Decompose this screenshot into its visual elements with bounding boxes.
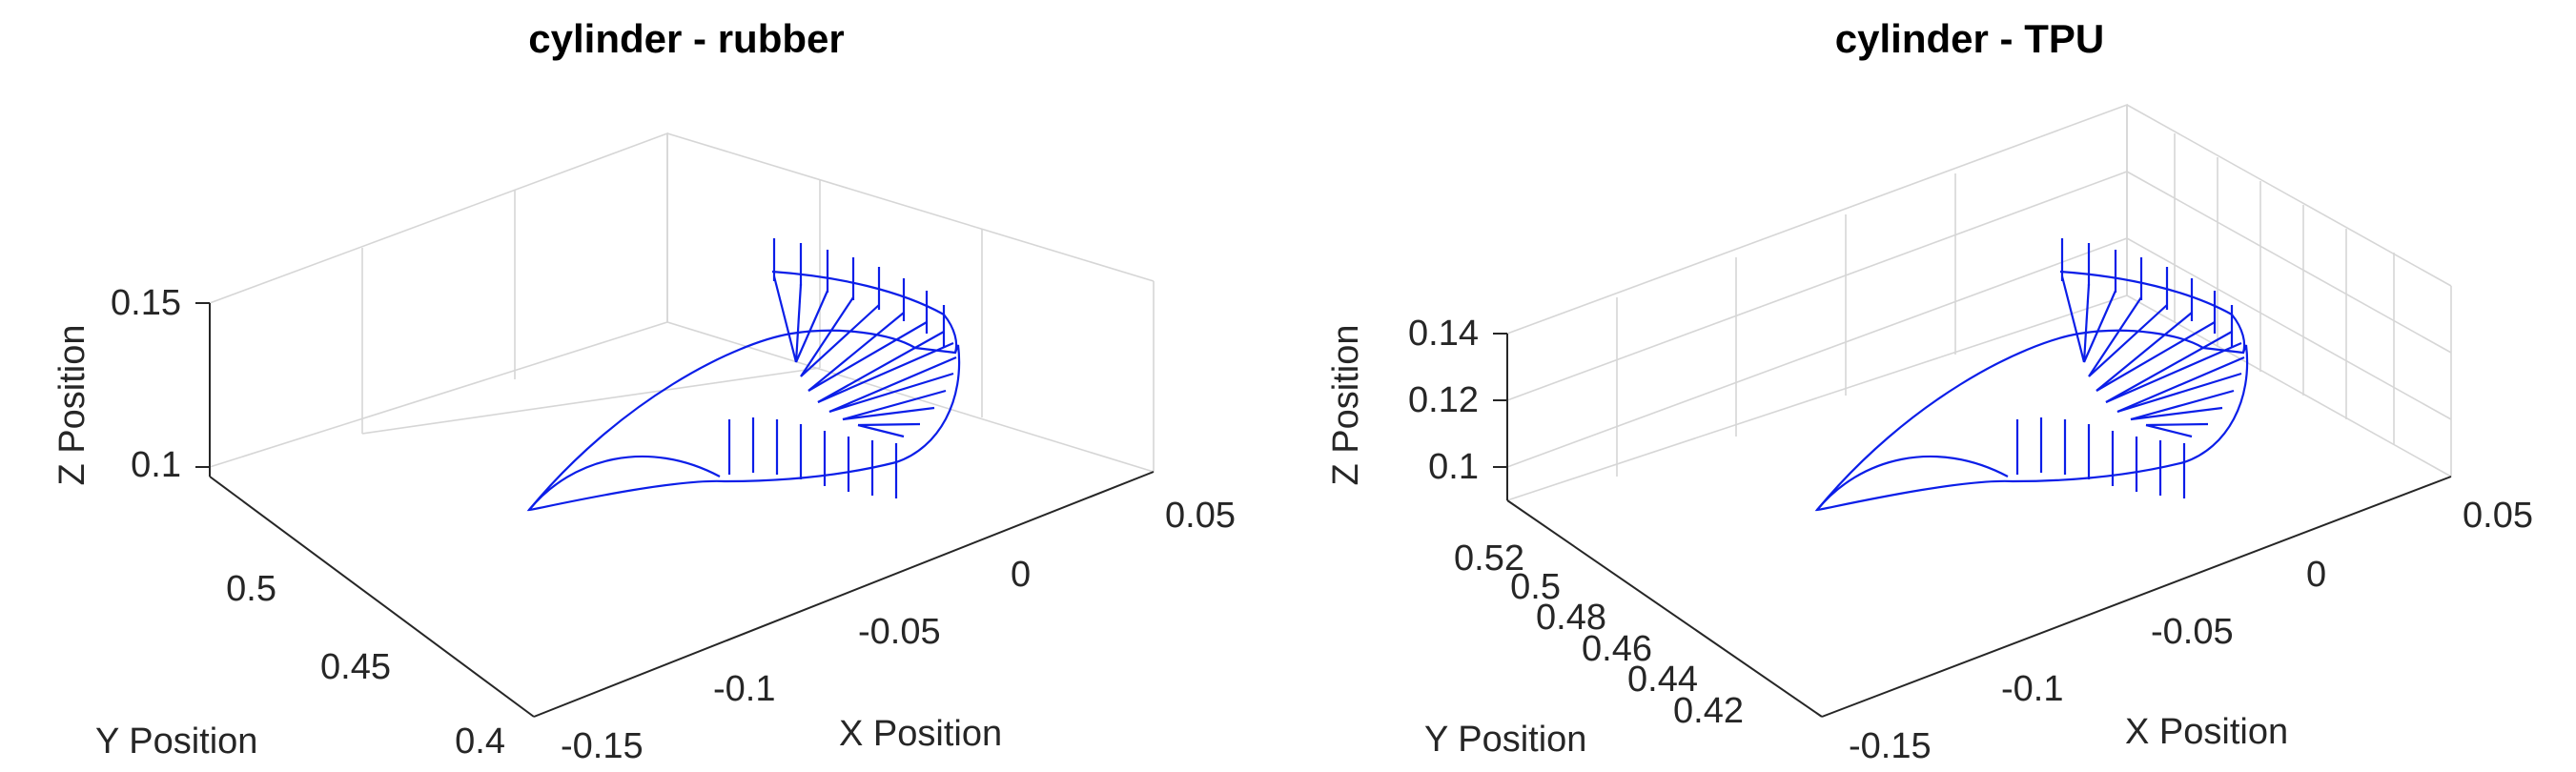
trace-radial-strand — [2096, 321, 2216, 392]
trace-radial-strand — [2082, 290, 2117, 363]
trace-radial-strand — [817, 331, 945, 403]
axes — [1506, 334, 2452, 718]
x-axis-label: X Position — [2125, 712, 2288, 752]
chart-title: cylinder - rubber — [528, 16, 844, 61]
trace-radial-strand — [794, 290, 829, 363]
trace-radial-strand — [2096, 312, 2193, 392]
x-tick-label: 0 — [1011, 555, 1031, 595]
plot-cylinder-tpu: 0.14 0.12 0.1 0.52 0.5 0.48 0.46 0.44 0.… — [1326, 16, 2533, 766]
z-ticks: 0.14 0.12 0.1 — [1408, 314, 1507, 487]
trace-radial-strand — [2130, 389, 2235, 421]
y-axis-label: Y Position — [95, 721, 257, 762]
trace-radial-strand — [794, 283, 803, 363]
trace-radial-strand — [828, 372, 954, 414]
trace-radial-strand — [2145, 423, 2193, 438]
plot-cylinder-rubber: 0.15 0.1 0.5 0.45 0.4 -0.15 -0.1 -0.05 0… — [52, 16, 1236, 766]
trace-radial-strand — [808, 321, 928, 392]
x-ticks: -0.15 -0.1 -0.05 0 0.05 — [561, 496, 1236, 766]
trace-radial-strand — [2116, 372, 2242, 414]
trace-radial-strand — [842, 389, 947, 421]
z-tick-label: 0.12 — [1408, 380, 1479, 420]
trace-radial-strand — [857, 422, 921, 427]
trace-outline — [1814, 329, 2249, 512]
data-trace — [526, 238, 961, 512]
trace-radial-strand — [817, 341, 954, 404]
y-tick-label: 0.52 — [1454, 538, 1524, 579]
z-axis-label: Z Position — [52, 325, 92, 486]
x-tick-label: -0.05 — [858, 612, 941, 652]
data-trace — [1814, 238, 2249, 512]
y-tick-label: 0.5 — [1510, 567, 1561, 607]
y-axis-label: Y Position — [1424, 720, 1586, 760]
x-tick-label: -0.1 — [713, 669, 775, 709]
y-ticks: 0.5 0.45 0.4 — [226, 569, 505, 762]
y-tick-label: 0.4 — [455, 721, 505, 762]
z-tick-label: 0.14 — [1408, 314, 1479, 354]
grid-lines — [209, 132, 1155, 473]
x-tick-label: -0.15 — [561, 726, 644, 766]
y-tick-label: 0.42 — [1673, 691, 1744, 731]
trace-inner-rim — [2059, 270, 2246, 354]
y-tick-label: 0.45 — [320, 647, 391, 687]
trace-radial-strand — [2105, 331, 2233, 403]
trace-radial-strand — [800, 304, 880, 377]
grid-lines — [1506, 103, 2452, 501]
trace-lower-lobe — [1816, 455, 2009, 511]
trace-radial-strand — [2082, 283, 2091, 363]
x-tick-label: 0.05 — [1165, 496, 1236, 536]
x-tick-label: 0 — [2306, 555, 2326, 595]
y-tick-label: 0.48 — [1536, 598, 1606, 638]
z-tick-label: 0.1 — [131, 445, 181, 485]
x-tick-label: -0.15 — [1849, 726, 1932, 766]
x-tick-label: -0.1 — [2001, 669, 2063, 709]
y-tick-label: 0.44 — [1627, 660, 1698, 700]
trace-radial-strand — [772, 275, 798, 363]
z-tick-label: 0.15 — [111, 283, 181, 323]
trace-radial-strand — [2116, 356, 2245, 414]
x-tick-label: 0.05 — [2463, 496, 2533, 536]
trace-outline — [526, 329, 961, 512]
trace-radial-strand — [2130, 406, 2223, 421]
x-ticks: -0.15 -0.1 -0.05 0 0.05 — [1849, 496, 2533, 766]
x-tick-label: -0.05 — [2151, 612, 2234, 652]
trace-radial-strand — [2088, 296, 2142, 377]
z-axis-label: Z Position — [1326, 325, 1366, 486]
y-ticks: 0.52 0.5 0.48 0.46 0.44 0.42 — [1454, 538, 1744, 731]
trace-radial-strand — [2088, 304, 2168, 377]
x-axis-label: X Position — [839, 714, 1002, 754]
trace-radial-strand — [857, 423, 905, 438]
trace-radial-strand — [842, 406, 935, 421]
axes — [209, 303, 1155, 718]
y-tick-label: 0.5 — [226, 569, 276, 609]
z-ticks: 0.15 0.1 — [111, 283, 210, 485]
trace-lower-lobe — [528, 455, 721, 511]
chart-title: cylinder - TPU — [1835, 16, 2104, 61]
trace-inner-rim — [771, 270, 958, 354]
trace-radial-strand — [800, 296, 854, 377]
z-tick-label: 0.1 — [1428, 447, 1479, 487]
trace-radial-strand — [2105, 341, 2242, 404]
y-tick-label: 0.46 — [1582, 629, 1652, 669]
trace-radial-strand — [808, 312, 905, 392]
trace-radial-strand — [2060, 275, 2086, 363]
trace-radial-strand — [2145, 422, 2209, 427]
trace-radial-strand — [828, 356, 957, 414]
